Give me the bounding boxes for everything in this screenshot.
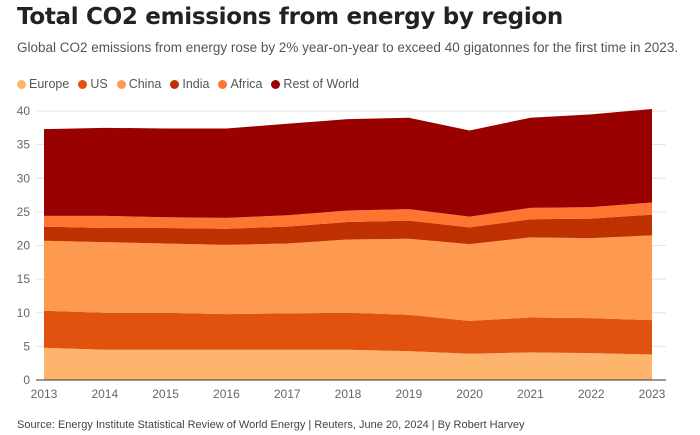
chart-subtitle: Global CO2 emissions from energy rose by… <box>17 40 679 55</box>
legend-label: US <box>90 77 108 91</box>
x-tick-label: 2013 <box>31 387 58 401</box>
y-tick-label: 15 <box>17 272 31 286</box>
legend-item: Africa <box>218 77 262 91</box>
x-tick-label: 2021 <box>517 387 544 401</box>
legend-item: Rest of World <box>271 77 359 91</box>
y-tick-label: 30 <box>17 171 31 185</box>
legend: Europe US China India Africa Rest of World <box>17 77 359 91</box>
area-europe <box>44 347 652 380</box>
x-tick-label: 2016 <box>213 387 240 401</box>
legend-swatch <box>271 79 281 89</box>
y-tick-label: 40 <box>17 104 31 118</box>
legend-swatch <box>116 79 126 89</box>
legend-swatch <box>218 79 228 89</box>
x-tick-label: 2015 <box>152 387 179 401</box>
x-tick-label: 2017 <box>274 387 301 401</box>
x-tick-label: 2023 <box>639 387 666 401</box>
legend-label: Rest of World <box>283 77 359 91</box>
y-tick-label: 5 <box>23 339 30 353</box>
area-rest-of-world <box>44 108 652 218</box>
x-tick-label: 2018 <box>335 387 362 401</box>
y-tick-label: 10 <box>17 306 31 320</box>
legend-swatch <box>17 79 26 89</box>
y-tick-label: 25 <box>17 205 31 219</box>
legend-swatch <box>78 79 88 89</box>
chart-title: Total CO2 emissions from energy by regio… <box>17 4 564 30</box>
x-tick-label: 2022 <box>578 387 605 401</box>
legend-item: India <box>170 77 209 91</box>
y-tick-label: 35 <box>17 138 31 152</box>
y-tick-label: 20 <box>17 239 31 253</box>
legend-label: India <box>182 77 210 91</box>
y-tick-label: 0 <box>23 373 30 387</box>
area-india <box>44 214 652 245</box>
x-tick-label: 2019 <box>395 387 422 401</box>
legend-item: Europe <box>17 77 69 91</box>
area-africa <box>44 202 652 229</box>
legend-label: Africa <box>230 77 263 91</box>
source-note: Source: Energy Institute Statistical Rev… <box>17 419 525 431</box>
legend-item: China <box>116 77 162 91</box>
x-tick-label: 2014 <box>91 387 118 401</box>
legend-label: China <box>128 77 162 91</box>
legend-item: US <box>78 77 108 91</box>
area-us <box>44 310 652 355</box>
legend-label: Europe <box>29 77 70 91</box>
area-china <box>44 235 652 321</box>
x-tick-label: 2020 <box>456 387 483 401</box>
legend-swatch <box>170 79 180 89</box>
